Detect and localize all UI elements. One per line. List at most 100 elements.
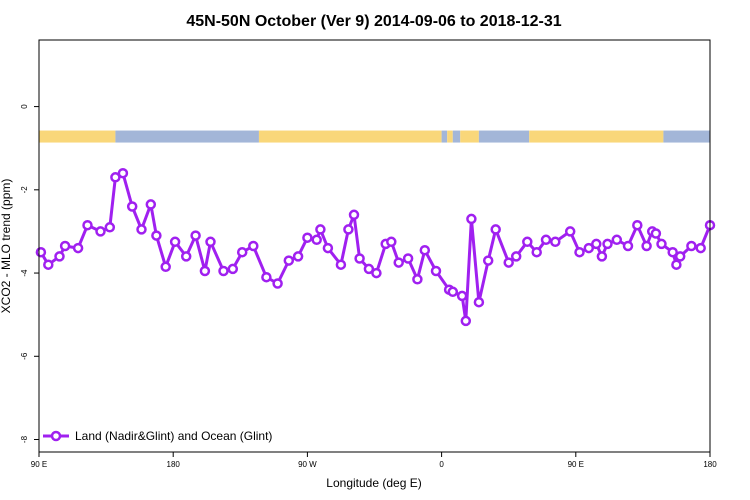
x-tick-label: 180 <box>703 460 717 469</box>
data-point <box>72 242 84 254</box>
data-point <box>348 209 360 221</box>
land-band-segment <box>39 130 116 143</box>
legend: Land (Nadir&Glint) and Ocean (Glint) <box>43 429 272 443</box>
data-point <box>393 257 404 268</box>
data-point <box>354 253 365 264</box>
data-point <box>248 240 259 252</box>
x-tick-label: 90 W <box>298 460 317 469</box>
y-axis: 0 -2 -4 -6 -8 <box>20 104 39 443</box>
y-tick-label: -4 <box>20 269 29 277</box>
x-tick-label: 90 E <box>568 460 584 469</box>
data-point <box>169 236 181 248</box>
legend-entry: Land (Nadir&Glint) and Ocean (Glint) <box>75 429 272 443</box>
data-point <box>151 230 162 241</box>
y-axis-label: XCO2 - MLO trend (ppm) <box>0 179 13 314</box>
data-point <box>671 259 682 270</box>
data-point <box>311 234 322 246</box>
data-point <box>596 251 608 262</box>
ocean-band-segment <box>478 130 530 143</box>
data-point <box>218 265 229 277</box>
data-point <box>136 224 147 235</box>
data-point <box>371 267 382 279</box>
x-axis: 90 E 180 90 W 0 90 E 180 <box>31 452 717 469</box>
land-band-segment <box>529 130 664 143</box>
y-tick-label: -8 <box>20 435 29 443</box>
data-point <box>199 265 211 277</box>
data-point <box>650 228 662 239</box>
data-point <box>145 199 157 210</box>
ocean-band-segment <box>663 130 710 143</box>
data-point <box>522 236 533 248</box>
data-point <box>35 246 47 258</box>
ocean-band-segment <box>115 130 259 143</box>
data-point <box>473 296 485 308</box>
data-point <box>591 238 602 250</box>
data-point <box>126 201 138 212</box>
x-tick-label: 180 <box>167 460 181 469</box>
data-point <box>447 286 459 298</box>
data-point <box>466 213 477 225</box>
data-point <box>272 278 283 289</box>
data-point <box>236 246 248 258</box>
data-point <box>503 257 514 268</box>
data-point <box>95 226 106 237</box>
data-point <box>632 219 643 231</box>
plot-frame <box>38 39 711 453</box>
data-point <box>686 240 697 252</box>
data-point <box>43 259 54 270</box>
data-point <box>117 167 129 179</box>
data-point <box>261 271 272 283</box>
land-band-segment <box>258 130 442 143</box>
data-point <box>456 290 468 302</box>
data-point <box>110 172 121 183</box>
land-band-segment <box>447 130 453 143</box>
data-point <box>641 240 652 252</box>
data-point <box>574 246 585 258</box>
legend-marker <box>50 430 62 442</box>
data-point <box>564 226 576 237</box>
data-point <box>460 315 472 327</box>
data-point <box>583 242 595 254</box>
data-point <box>205 236 216 248</box>
data-point <box>531 246 542 258</box>
y-tick-label: 0 <box>20 104 29 109</box>
data-point <box>180 251 192 262</box>
data-point <box>482 255 494 266</box>
data-point <box>104 222 116 233</box>
data-point <box>227 263 239 275</box>
x-axis-label: Longitude (deg E) <box>326 476 421 490</box>
land-band-segment <box>460 130 479 143</box>
data-point <box>540 234 552 246</box>
data-point <box>402 253 414 264</box>
data-point <box>160 261 171 273</box>
data-point <box>656 238 667 250</box>
data-point <box>363 263 375 275</box>
data-point <box>412 274 423 285</box>
data-point <box>54 251 65 262</box>
data-point <box>82 219 93 231</box>
data-point <box>315 224 326 235</box>
y-tick-label: -2 <box>20 186 29 194</box>
data-point <box>695 242 706 254</box>
data-point <box>622 240 634 252</box>
data-point <box>510 251 522 262</box>
data-point <box>490 224 501 235</box>
data-point <box>430 265 442 277</box>
ocean-band-segment <box>441 130 448 143</box>
y-tick-label: -6 <box>20 352 29 360</box>
series-layer <box>35 167 716 327</box>
data-point <box>667 246 678 258</box>
x-tick-label: 90 E <box>31 460 47 469</box>
data-point <box>302 232 313 243</box>
data-point <box>550 236 561 248</box>
data-point <box>419 244 431 256</box>
x-tick-label: 0 <box>439 460 444 469</box>
data-point <box>335 259 347 270</box>
data-point <box>292 251 304 262</box>
data-point <box>611 234 623 246</box>
data-point <box>322 242 334 254</box>
ocean-band-segment <box>452 130 461 143</box>
data-point <box>674 251 686 262</box>
data-point <box>283 255 295 266</box>
